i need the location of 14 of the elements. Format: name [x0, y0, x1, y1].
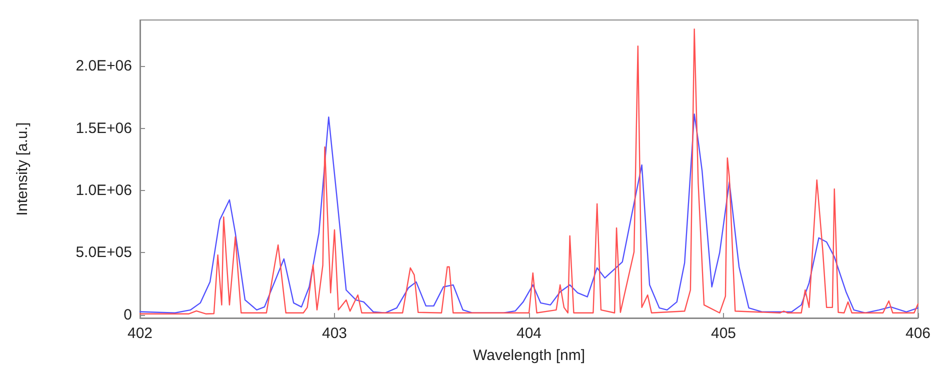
line-series [139, 113, 919, 314]
y-axis-title: Intensity [a.u.] [14, 122, 31, 216]
x-tick-label: 404 [516, 325, 542, 342]
y-tick-label: 1.5E+06 [76, 120, 132, 137]
y-tick-label: 5.0E+05 [76, 244, 132, 262]
x-tick-label: 403 [322, 325, 348, 342]
y-tick-label: 0 [124, 306, 132, 324]
x-tick-label: 405 [710, 325, 736, 342]
y-tick-label: 1.0E+06 [76, 182, 132, 199]
y-tick-label: 2.0E+06 [76, 58, 132, 75]
x-tick-label: 406 [905, 325, 931, 342]
x-tick-label: 402 [127, 325, 153, 342]
x-axis-title: Wavelength [nm] [473, 347, 585, 364]
line-series [139, 28, 919, 314]
